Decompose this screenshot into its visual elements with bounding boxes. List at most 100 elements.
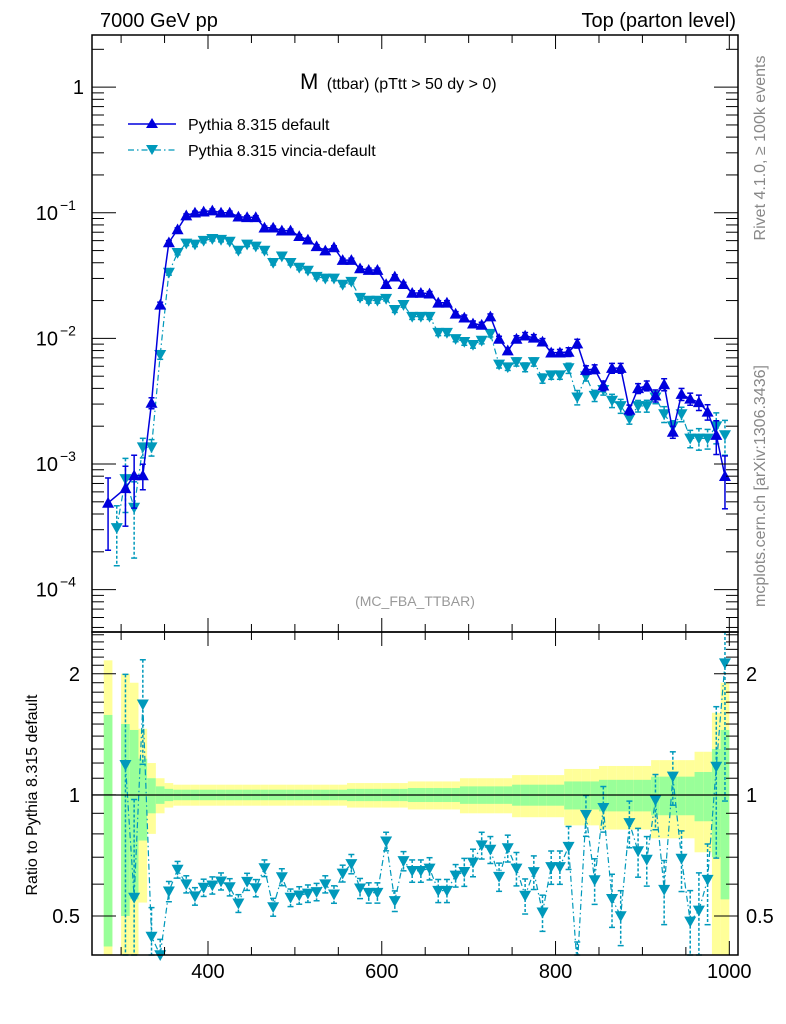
ratio-point (145, 931, 158, 943)
legend-label-vincia: Pythia 8.315 vincia-default (188, 143, 376, 160)
ratio-error-bar (322, 875, 329, 894)
ratio-error-bar (252, 878, 259, 898)
default-point (310, 240, 323, 252)
ratio-point (362, 887, 375, 899)
ratio-point (171, 864, 184, 876)
ratio-point (640, 854, 653, 866)
vincia-point (275, 251, 288, 263)
default-point (275, 224, 288, 236)
default-point (423, 287, 436, 299)
vincia-point (354, 292, 367, 304)
inner-band-bin (685, 776, 695, 816)
default-point (345, 254, 358, 265)
default-point (701, 405, 714, 417)
inner-band-bin (703, 771, 712, 822)
legend: Pythia 8.315 default Pythia 8.315 vincia… (128, 117, 376, 160)
ratio-point (293, 890, 306, 902)
analysis-label: (MC_FBA_TTBAR) (355, 593, 475, 609)
ratio-point (553, 862, 566, 873)
ratio-error-bar (304, 884, 311, 904)
default-point (562, 345, 575, 357)
ratio-point (536, 907, 549, 919)
vincia-error-bar (704, 428, 711, 450)
ratio-error-bar (235, 893, 242, 914)
default-point (188, 206, 201, 218)
inner-band-bin (668, 776, 678, 816)
ratio-error-bar (504, 834, 511, 863)
ratio-point (310, 887, 323, 898)
ratio-point (275, 872, 288, 884)
default-point (710, 429, 723, 440)
ratio-plot-frame (91, 631, 739, 956)
inner-band-bin (147, 778, 156, 814)
y-tick-label: 1 (73, 77, 84, 99)
ratio-point (606, 894, 619, 905)
default-point (128, 469, 141, 481)
ratio-error-bar (539, 894, 546, 933)
ratio-point (128, 892, 141, 904)
ratio-point (267, 902, 280, 914)
ratio-point (701, 874, 714, 886)
ratio-point (380, 836, 393, 848)
ratio-point (180, 879, 193, 891)
default-point (354, 262, 367, 274)
vincia-point (397, 300, 410, 311)
default-point (449, 307, 462, 319)
default-point (206, 204, 219, 216)
ratio-point (649, 795, 662, 806)
vincia-point (519, 362, 532, 374)
y-tick-label: 10 (36, 580, 58, 602)
vincia-point (310, 271, 323, 283)
ratio-point (414, 865, 427, 877)
vincia-point (423, 311, 436, 323)
vincia-point (623, 413, 636, 425)
ratio-error-bar (226, 877, 233, 897)
ratio-error-bar (296, 885, 303, 905)
default-point (301, 233, 314, 245)
vincia-point (466, 339, 479, 351)
vincia-point (536, 373, 549, 385)
axis-ticks (92, 35, 738, 955)
vincia-point (493, 359, 506, 371)
ratio-point (475, 840, 488, 852)
vincia-point (701, 433, 714, 445)
default-point (510, 332, 523, 344)
default-point (171, 223, 184, 235)
ratio-point (466, 857, 479, 869)
ratio-point (718, 658, 731, 670)
vincia-point (371, 295, 384, 307)
default-point (119, 482, 132, 494)
ratio-point (119, 760, 132, 771)
vincia-point (675, 409, 688, 421)
default-point (154, 298, 167, 310)
default-point (597, 379, 610, 391)
ratio-point (432, 885, 445, 897)
ratio-point (371, 887, 384, 899)
default-point (293, 230, 306, 242)
default-point (458, 311, 471, 323)
ratio-error-bar (244, 872, 251, 892)
ratio-point (614, 911, 627, 923)
vincia-error-bar (687, 429, 694, 449)
ratio-error-bar (218, 872, 225, 891)
inner-band-bin (103, 714, 113, 947)
default-point (249, 211, 262, 223)
ratio-point (623, 818, 636, 829)
ratio-point (258, 863, 271, 875)
ratio-point (545, 862, 558, 873)
default-point (388, 270, 401, 282)
default-point (362, 264, 375, 275)
ratio-point (423, 863, 436, 875)
ratio-point (440, 885, 453, 897)
default-point (675, 388, 688, 399)
y-tick-label-exponent: −3 (60, 448, 76, 464)
ratio-tick-label-left: 1 (69, 785, 80, 807)
ratio-point (232, 898, 245, 910)
default-point (336, 254, 349, 265)
ratio-point (562, 841, 575, 853)
inner-band-bin (138, 758, 148, 841)
vincia-point (553, 370, 566, 382)
default-point (102, 496, 115, 508)
y-tick-label-base: 10 (36, 328, 58, 350)
vincia-point (510, 357, 523, 368)
